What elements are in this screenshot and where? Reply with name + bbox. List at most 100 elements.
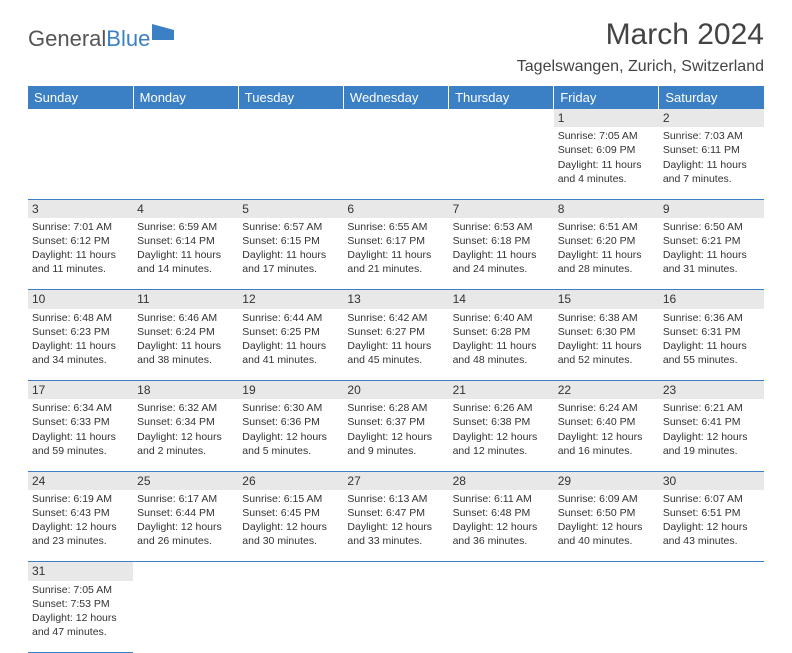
day-number: 17 <box>28 381 133 400</box>
col-friday: Friday <box>554 86 659 109</box>
day-cell <box>133 127 238 199</box>
day-number: 22 <box>554 381 659 400</box>
sunrise-text: Sunrise: 6:09 AM <box>558 492 655 506</box>
day-number: 4 <box>133 199 238 218</box>
location: Tagelswangen, Zurich, Switzerland <box>517 58 764 76</box>
day-number: 1 <box>554 109 659 127</box>
daylight-text: Daylight: 11 hours and 34 minutes. <box>32 339 129 367</box>
sunrise-text: Sunrise: 6:21 AM <box>663 401 760 415</box>
sunrise-text: Sunrise: 6:55 AM <box>347 220 444 234</box>
day-cell: Sunrise: 6:19 AMSunset: 6:43 PMDaylight:… <box>28 490 133 562</box>
daynum-row: 17181920212223 <box>28 381 764 400</box>
day-cell: Sunrise: 6:24 AMSunset: 6:40 PMDaylight:… <box>554 399 659 471</box>
day-number: 18 <box>133 381 238 400</box>
daylight-text: Daylight: 12 hours and 9 minutes. <box>347 430 444 458</box>
sunset-text: Sunset: 6:11 PM <box>663 143 760 157</box>
sunset-text: Sunset: 6:25 PM <box>242 325 339 339</box>
sunrise-text: Sunrise: 6:57 AM <box>242 220 339 234</box>
day-number: 9 <box>659 199 764 218</box>
day-cell: Sunrise: 6:28 AMSunset: 6:37 PMDaylight:… <box>343 399 448 471</box>
day-cell: Sunrise: 7:05 AMSunset: 6:09 PMDaylight:… <box>554 127 659 199</box>
day-cell <box>659 581 764 653</box>
sunrise-text: Sunrise: 6:11 AM <box>453 492 550 506</box>
sunrise-text: Sunrise: 6:40 AM <box>453 311 550 325</box>
day-content-row: Sunrise: 7:01 AMSunset: 6:12 PMDaylight:… <box>28 218 764 290</box>
day-number: 3 <box>28 199 133 218</box>
day-number <box>554 562 659 581</box>
daylight-text: Daylight: 12 hours and 30 minutes. <box>242 520 339 548</box>
daylight-text: Daylight: 12 hours and 26 minutes. <box>137 520 234 548</box>
day-cell: Sunrise: 6:15 AMSunset: 6:45 PMDaylight:… <box>238 490 343 562</box>
day-number <box>343 109 448 127</box>
sunset-text: Sunset: 6:45 PM <box>242 506 339 520</box>
sunrise-text: Sunrise: 6:38 AM <box>558 311 655 325</box>
day-cell: Sunrise: 6:42 AMSunset: 6:27 PMDaylight:… <box>343 309 448 381</box>
daynum-row: 10111213141516 <box>28 290 764 309</box>
sunset-text: Sunset: 6:14 PM <box>137 234 234 248</box>
day-cell: Sunrise: 6:46 AMSunset: 6:24 PMDaylight:… <box>133 309 238 381</box>
sunrise-text: Sunrise: 6:46 AM <box>137 311 234 325</box>
daylight-text: Daylight: 11 hours and 11 minutes. <box>32 248 129 276</box>
daylight-text: Daylight: 11 hours and 41 minutes. <box>242 339 339 367</box>
day-number <box>28 109 133 127</box>
sunset-text: Sunset: 6:43 PM <box>32 506 129 520</box>
day-number <box>133 562 238 581</box>
sunrise-text: Sunrise: 6:53 AM <box>453 220 550 234</box>
day-number: 16 <box>659 290 764 309</box>
day-cell <box>133 581 238 653</box>
day-content-row: Sunrise: 6:48 AMSunset: 6:23 PMDaylight:… <box>28 309 764 381</box>
sunrise-text: Sunrise: 6:19 AM <box>32 492 129 506</box>
day-number: 5 <box>238 199 343 218</box>
daylight-text: Daylight: 12 hours and 40 minutes. <box>558 520 655 548</box>
day-cell: Sunrise: 6:38 AMSunset: 6:30 PMDaylight:… <box>554 309 659 381</box>
sunrise-text: Sunrise: 6:59 AM <box>137 220 234 234</box>
sunset-text: Sunset: 6:23 PM <box>32 325 129 339</box>
sunrise-text: Sunrise: 7:05 AM <box>558 129 655 143</box>
day-number: 13 <box>343 290 448 309</box>
sunrise-text: Sunrise: 6:32 AM <box>137 401 234 415</box>
daylight-text: Daylight: 11 hours and 48 minutes. <box>453 339 550 367</box>
day-number: 12 <box>238 290 343 309</box>
sunrise-text: Sunrise: 6:48 AM <box>32 311 129 325</box>
daynum-row: 24252627282930 <box>28 471 764 490</box>
day-cell <box>449 581 554 653</box>
day-number: 11 <box>133 290 238 309</box>
sunset-text: Sunset: 6:50 PM <box>558 506 655 520</box>
day-cell: Sunrise: 6:11 AMSunset: 6:48 PMDaylight:… <box>449 490 554 562</box>
daylight-text: Daylight: 11 hours and 52 minutes. <box>558 339 655 367</box>
sunset-text: Sunset: 6:40 PM <box>558 415 655 429</box>
daynum-row: 12 <box>28 109 764 127</box>
col-wednesday: Wednesday <box>343 86 448 109</box>
sunset-text: Sunset: 6:24 PM <box>137 325 234 339</box>
day-number: 27 <box>343 471 448 490</box>
sunrise-text: Sunrise: 6:36 AM <box>663 311 760 325</box>
logo: GeneralBlue <box>28 18 174 52</box>
day-cell <box>343 127 448 199</box>
day-cell: Sunrise: 7:03 AMSunset: 6:11 PMDaylight:… <box>659 127 764 199</box>
daylight-text: Daylight: 11 hours and 7 minutes. <box>663 158 760 186</box>
day-cell: Sunrise: 6:50 AMSunset: 6:21 PMDaylight:… <box>659 218 764 290</box>
sunset-text: Sunset: 6:51 PM <box>663 506 760 520</box>
day-number: 15 <box>554 290 659 309</box>
sunset-text: Sunset: 6:30 PM <box>558 325 655 339</box>
day-cell <box>28 127 133 199</box>
day-number: 10 <box>28 290 133 309</box>
daylight-text: Daylight: 12 hours and 43 minutes. <box>663 520 760 548</box>
daylight-text: Daylight: 11 hours and 4 minutes. <box>558 158 655 186</box>
logo-text-1: General <box>28 26 106 52</box>
daynum-row: 31 <box>28 562 764 581</box>
daylight-text: Daylight: 12 hours and 47 minutes. <box>32 611 129 639</box>
sunrise-text: Sunrise: 7:05 AM <box>32 583 129 597</box>
col-thursday: Thursday <box>449 86 554 109</box>
day-cell: Sunrise: 6:36 AMSunset: 6:31 PMDaylight:… <box>659 309 764 381</box>
sunset-text: Sunset: 6:44 PM <box>137 506 234 520</box>
day-number: 21 <box>449 381 554 400</box>
daylight-text: Daylight: 12 hours and 36 minutes. <box>453 520 550 548</box>
day-content-row: Sunrise: 6:19 AMSunset: 6:43 PMDaylight:… <box>28 490 764 562</box>
daylight-text: Daylight: 11 hours and 45 minutes. <box>347 339 444 367</box>
col-sunday: Sunday <box>28 86 133 109</box>
day-number: 26 <box>238 471 343 490</box>
day-cell: Sunrise: 6:51 AMSunset: 6:20 PMDaylight:… <box>554 218 659 290</box>
sunset-text: Sunset: 6:12 PM <box>32 234 129 248</box>
daylight-text: Daylight: 12 hours and 23 minutes. <box>32 520 129 548</box>
